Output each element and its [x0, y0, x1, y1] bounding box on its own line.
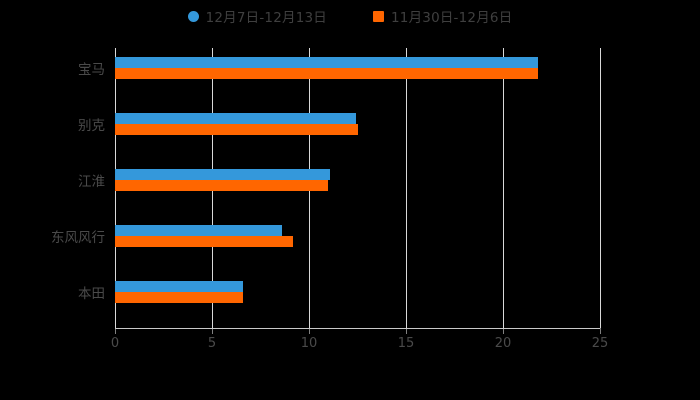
x-gridline [600, 48, 601, 328]
x-tick-label: 0 [110, 336, 120, 351]
legend-marker-square-icon [373, 10, 384, 22]
x-axis-line [115, 328, 600, 329]
y-axis-category-label: 东风风行 [51, 230, 105, 246]
y-axis-category-label: 别克 [78, 118, 105, 134]
bar-series-1[interactable] [115, 225, 282, 236]
bar-series-1[interactable] [115, 169, 331, 180]
x-tick-label: 15 [397, 336, 415, 351]
legend-item-series-2[interactable]: 11月30日-12月6日 [373, 6, 512, 26]
bar-series-1[interactable] [115, 113, 356, 124]
x-gridline [503, 48, 504, 328]
x-tick-label: 10 [300, 336, 318, 351]
bar-series-1[interactable] [115, 281, 244, 292]
x-tick-mark [309, 328, 310, 334]
chart-legend: 12月7日-12月13日 11月30日-12月6日 [0, 6, 700, 26]
bar-series-2[interactable] [115, 180, 329, 191]
x-tick-label: 25 [591, 336, 609, 351]
bar-series-2[interactable] [115, 236, 294, 247]
legend-marker-circle-icon [187, 10, 199, 22]
legend-label-series-2: 11月30日-12月6日 [391, 10, 513, 26]
plot-area: 0 5 10 15 20 25 宝马别克江淮东风风行本田 [51, 48, 608, 351]
bar-series-2[interactable] [115, 292, 244, 303]
bar-series-1[interactable] [115, 57, 538, 68]
x-gridline [406, 48, 407, 328]
x-tick-label: 5 [207, 336, 217, 351]
y-axis-category-label: 江淮 [78, 174, 105, 190]
x-tick-mark [115, 328, 116, 334]
legend-item-series-1[interactable]: 12月7日-12月13日 [187, 6, 327, 26]
x-tick-mark [600, 328, 601, 334]
x-tick-label: 20 [494, 336, 512, 351]
x-tick-mark [212, 328, 213, 334]
y-axis-category-label: 本田 [78, 286, 105, 302]
y-axis-category-label: 宝马 [78, 62, 105, 78]
bar-series-2[interactable] [115, 124, 358, 135]
x-tick-mark [503, 328, 504, 334]
x-tick-mark [406, 328, 407, 334]
legend-label-series-1: 12月7日-12月13日 [205, 10, 327, 26]
bar-series-2[interactable] [115, 68, 538, 79]
